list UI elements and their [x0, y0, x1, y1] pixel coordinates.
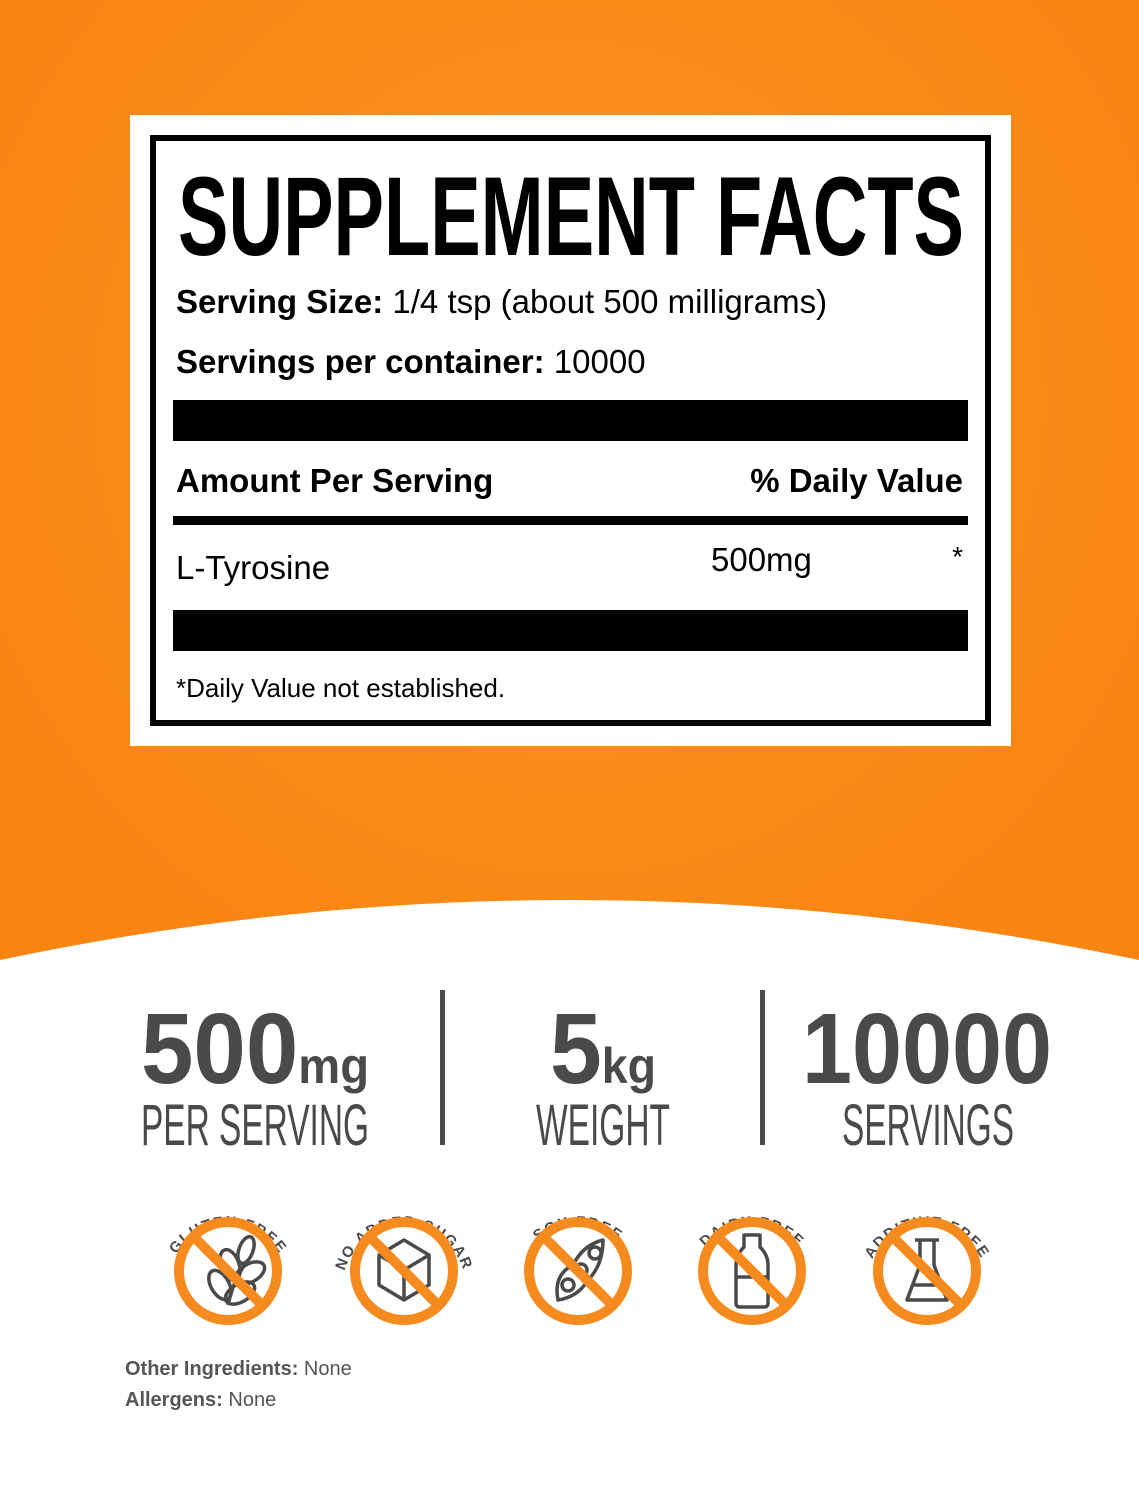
ingredient-name: L-Tyrosine	[176, 549, 331, 586]
footnote: *Daily Value not established.	[176, 673, 506, 703]
badge-soy-free: SOY FREE	[498, 1185, 658, 1345]
stat-value: 5kg	[550, 995, 656, 1105]
stat-number: 5	[550, 995, 602, 1105]
allergens-label: Allergens:	[125, 1389, 223, 1411]
stat-divider	[440, 990, 445, 1145]
divider	[173, 516, 968, 525]
prohibited-slash	[889, 1233, 965, 1309]
badge-additive-free: ADDITIVE FREE	[847, 1185, 1007, 1345]
prohibited-slash	[190, 1233, 266, 1309]
badge-graphic: GLUTEN FREE	[166, 1213, 289, 1325]
badge-graphic: ADDITIVE FREE	[861, 1213, 991, 1325]
prohibited-circle-icon	[524, 1217, 632, 1325]
prohibited-slash	[540, 1233, 616, 1309]
stat-graphic: 5kg WEIGHT	[536, 995, 670, 1155]
serving-size: Serving Size: 1/4 tsp (about 500 milligr…	[176, 283, 827, 321]
allergens: Allergens: None	[125, 1389, 276, 1412]
stat-unit: kg	[602, 1038, 656, 1094]
servings-value: 10000	[553, 343, 646, 380]
badge-graphic: DAIRY FREE	[696, 1213, 806, 1325]
prohibited-circle-icon	[873, 1217, 981, 1325]
facts-title-text: SUPPLEMENT FACTS	[178, 163, 964, 263]
stat-weight: 5kg WEIGHT	[453, 995, 753, 1155]
badge-gluten-free: GLUTEN FREE	[148, 1185, 308, 1345]
facts-border: SUPPLEMENT FACTS Serving Size: 1/4 tsp (…	[150, 135, 991, 726]
ingredient-dv: *	[952, 541, 963, 572]
stat-servings: 10000 SERVINGS	[778, 995, 1078, 1155]
supplement-facts-panel: SUPPLEMENT FACTS Serving Size: 1/4 tsp (…	[130, 115, 1011, 746]
badge-graphic: NO ADDED SUGAR	[332, 1213, 474, 1325]
amount-header: Amount Per Serving	[176, 462, 494, 499]
stat-divider	[760, 990, 765, 1145]
stat-caption: PER SERVING	[141, 1093, 369, 1155]
serving-size-label: Serving Size:	[176, 283, 384, 320]
thick-divider	[173, 400, 968, 441]
ingredient-amount: 500mg	[711, 541, 812, 578]
stat-graphic: 500mg PER SERVING	[141, 995, 369, 1155]
servings-per-container: Servings per container: 10000	[176, 343, 646, 381]
other-ingredients-value: None	[303, 1358, 352, 1380]
serving-size-value: 1/4 tsp (about 500 milligrams)	[392, 283, 828, 320]
prohibited-circle-icon	[698, 1217, 806, 1325]
dv-header: % Daily Value	[750, 462, 963, 499]
prohibited-circle-icon	[350, 1217, 458, 1325]
servings-label: Servings per container:	[176, 343, 545, 380]
allergens-value: None	[228, 1389, 277, 1411]
stat-caption: SERVINGS	[842, 1093, 1014, 1155]
prohibited-circle-icon	[174, 1217, 282, 1325]
soybean-icon	[555, 1238, 605, 1302]
stat-number: 10000	[802, 995, 1052, 1105]
other-ingredients: Other Ingredients: None	[125, 1358, 352, 1381]
stat-value: 500mg	[141, 995, 369, 1105]
prohibited-slash	[714, 1233, 790, 1309]
stat-value: 10000	[802, 995, 1052, 1105]
badge-graphic: SOY FREE	[524, 1213, 632, 1325]
facts-title: SUPPLEMENT FACTS	[178, 163, 964, 263]
stat-graphic: 10000 SERVINGS	[802, 995, 1052, 1155]
white-curve	[0, 900, 1139, 1000]
stat-caption: WEIGHT	[536, 1093, 670, 1155]
badge-dairy-free: DAIRY FREE	[672, 1185, 832, 1345]
badge-no-added-sugar: NO ADDED SUGAR	[324, 1185, 484, 1345]
stat-number: 500	[141, 995, 298, 1105]
stat-unit: mg	[298, 1038, 369, 1094]
prohibited-slash	[366, 1233, 442, 1309]
stat-per-serving: 500mg PER SERVING	[105, 995, 405, 1155]
other-ingredients-label: Other Ingredients:	[125, 1358, 299, 1380]
thick-divider	[173, 610, 968, 651]
